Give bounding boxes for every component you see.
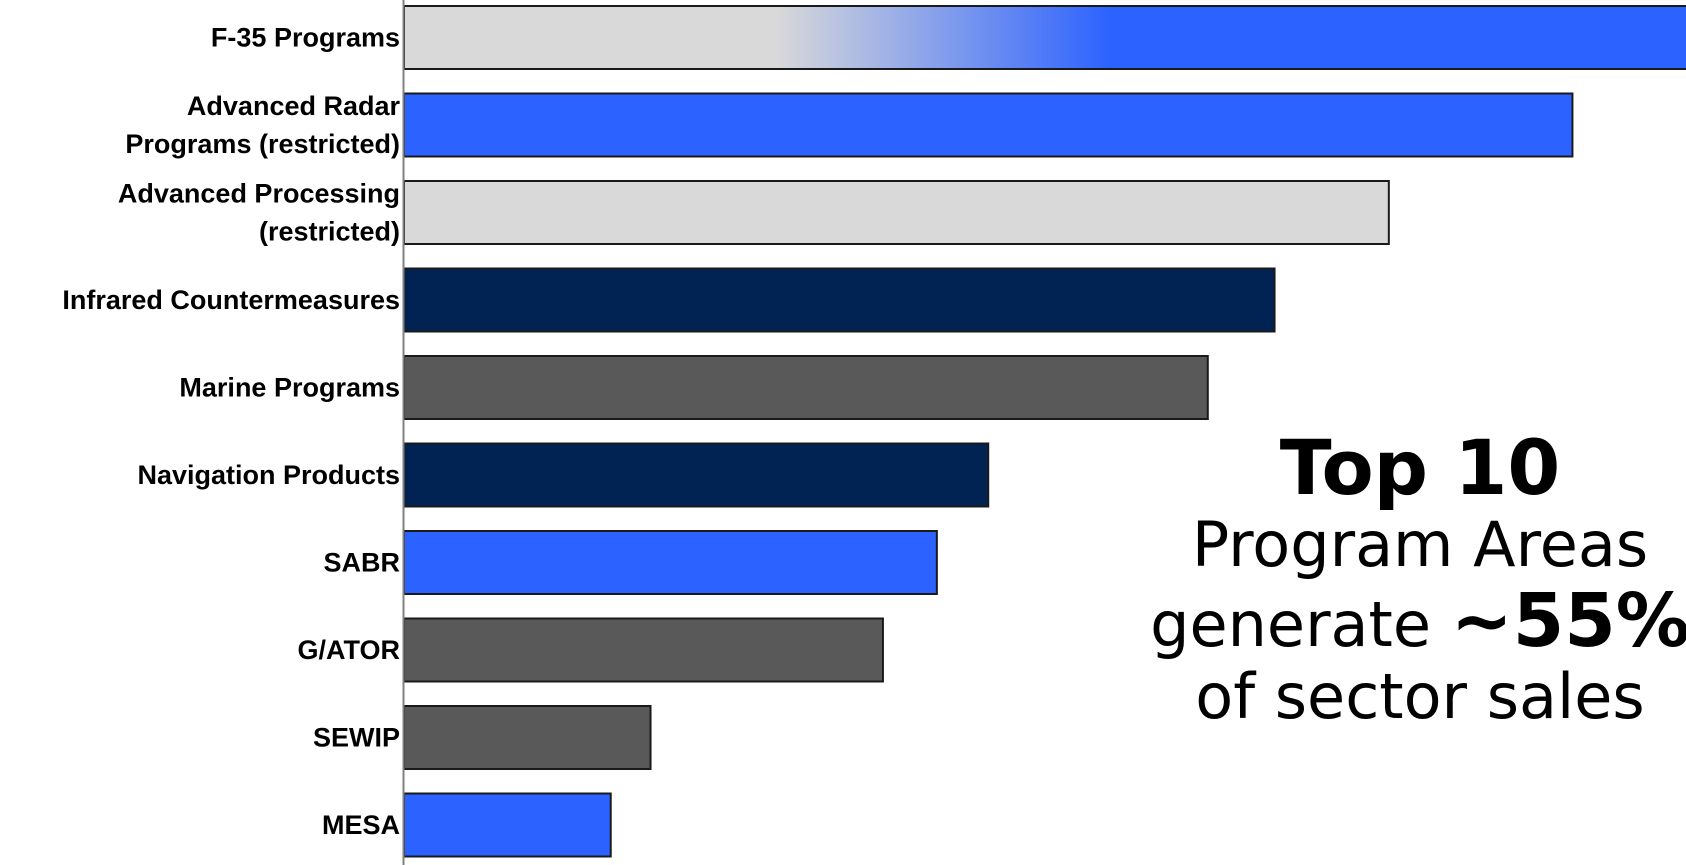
category-label-1: F-35 Programs bbox=[211, 23, 400, 53]
category-label-5: Marine Programs bbox=[179, 373, 400, 403]
category-label-9: SEWIP bbox=[313, 723, 400, 753]
bar-6 bbox=[403, 442, 990, 508]
category-label-4: Infrared Countermeasures bbox=[62, 285, 400, 315]
bar-7 bbox=[403, 530, 938, 595]
category-label-7: SABR bbox=[323, 548, 400, 578]
bar-10 bbox=[403, 792, 612, 858]
bar-1 bbox=[403, 5, 1686, 70]
category-label-line: G/ATOR bbox=[297, 635, 400, 665]
category-label-line: Programs (restricted) bbox=[125, 129, 400, 159]
category-label-8: G/ATOR bbox=[297, 635, 400, 665]
category-label-2: Advanced Radar Programs (restricted) bbox=[125, 91, 400, 159]
category-label-line: Advanced Radar bbox=[187, 91, 401, 121]
callout-text: Top 10 Program Areas generate ~55% of se… bbox=[1130, 430, 1686, 728]
bar-4 bbox=[403, 267, 1276, 333]
category-label-line: Marine Programs bbox=[179, 373, 400, 403]
bar-5 bbox=[403, 355, 1209, 420]
category-labels: F-35 Programs Advanced Radar Programs (res… bbox=[62, 23, 400, 841]
callout-line-2: Program Areas bbox=[1191, 508, 1649, 581]
category-label-10: MESA bbox=[322, 810, 400, 840]
callout-line-3: generate ~55% bbox=[1130, 584, 1686, 658]
category-label-line: MESA bbox=[322, 810, 400, 840]
bar-3 bbox=[403, 180, 1390, 245]
category-label-line: SEWIP bbox=[313, 723, 400, 753]
category-label-line: F-35 Programs bbox=[211, 23, 400, 53]
bars-group bbox=[403, 5, 1686, 858]
bar-9 bbox=[403, 705, 652, 770]
callout-headline: Top 10 bbox=[1279, 423, 1561, 512]
category-label-line: (restricted) bbox=[259, 217, 400, 247]
callout-line-3-prefix: generate bbox=[1150, 588, 1451, 661]
category-label-line: Advanced Processing bbox=[118, 179, 400, 209]
category-label-line: Navigation Products bbox=[137, 460, 400, 490]
bar-8 bbox=[403, 617, 884, 683]
bar-2 bbox=[403, 92, 1574, 158]
callout-percentage: ~55% bbox=[1450, 578, 1686, 664]
callout-line-4: of sector sales bbox=[1195, 660, 1645, 733]
category-label-3: Advanced Processing (restricted) bbox=[118, 179, 400, 247]
category-label-6: Navigation Products bbox=[137, 460, 400, 490]
category-label-line: SABR bbox=[323, 548, 400, 578]
category-label-line: Infrared Countermeasures bbox=[62, 285, 400, 315]
